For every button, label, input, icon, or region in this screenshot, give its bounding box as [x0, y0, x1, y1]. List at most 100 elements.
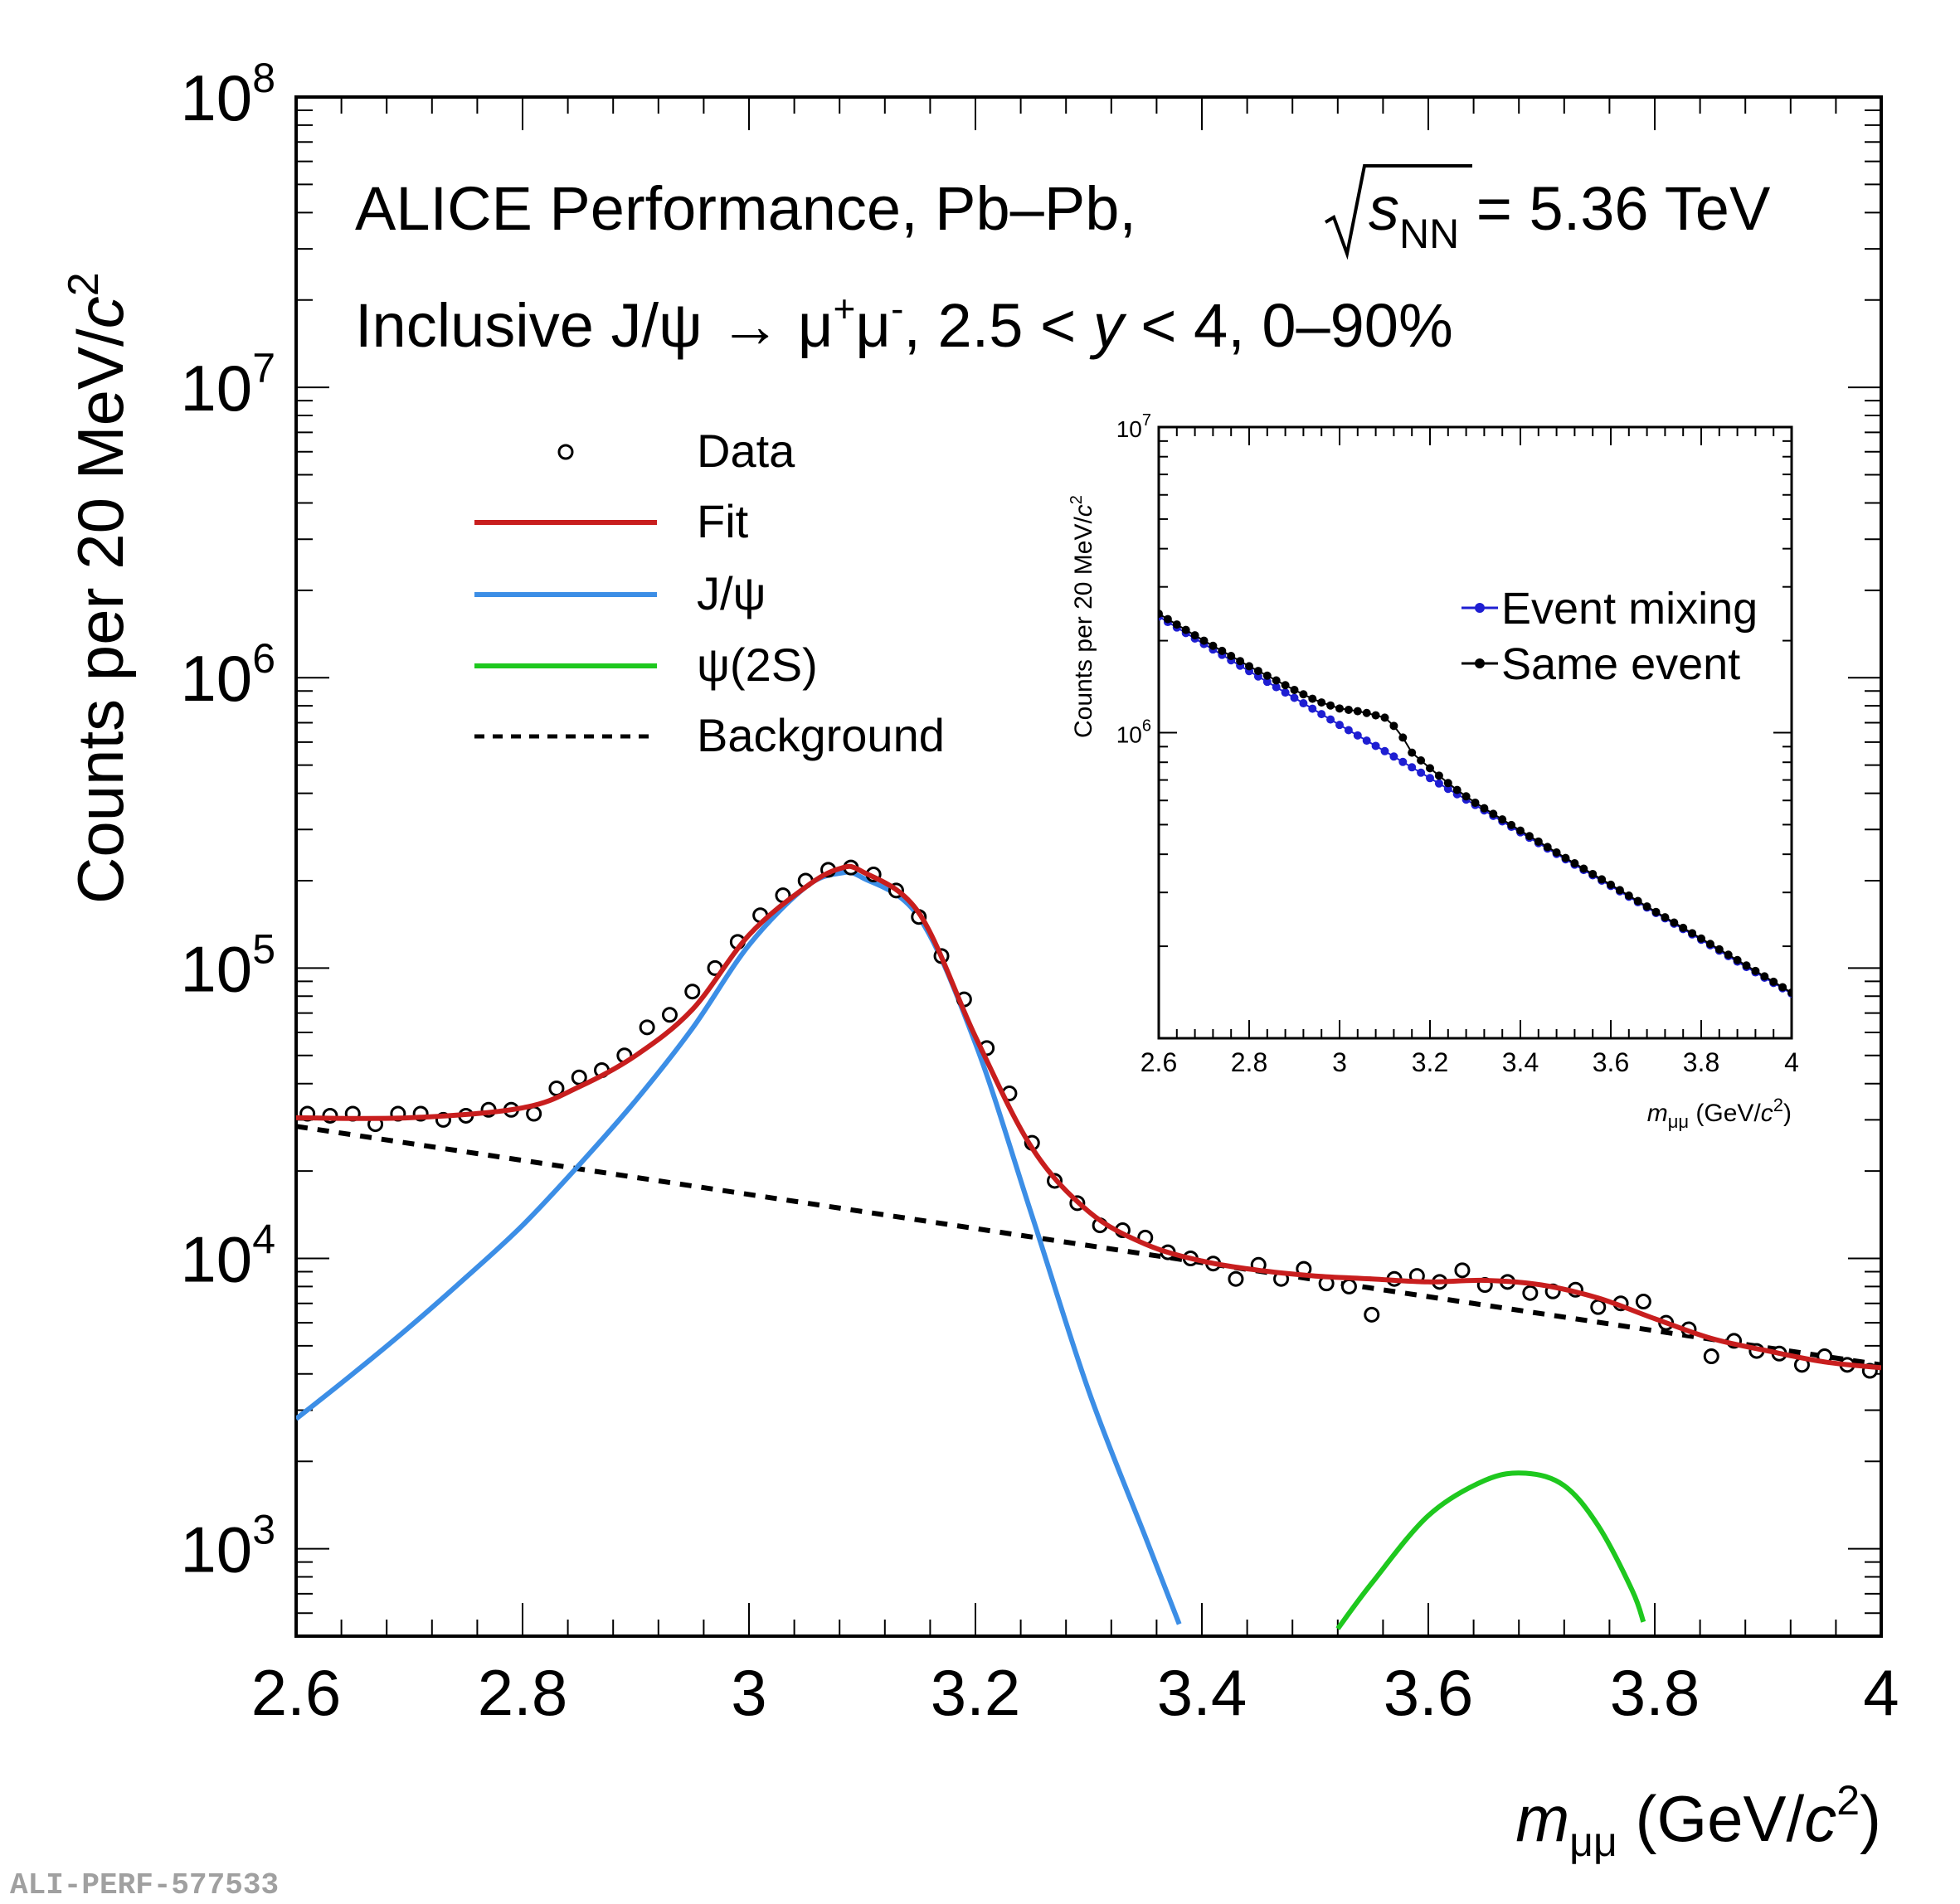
- inset-point: [1534, 837, 1543, 846]
- inset-point: [1516, 826, 1525, 835]
- inset-point: [1299, 690, 1308, 699]
- inset-point: [1525, 832, 1534, 841]
- inset-point: [1253, 667, 1262, 676]
- inset-point: [1434, 779, 1443, 788]
- inset-x-tick-label: 3.4: [1502, 1047, 1539, 1077]
- watermark: ALI-PERF-577533: [10, 1868, 279, 1902]
- inset-point: [1236, 657, 1245, 666]
- inset-axis-ticks: [1158, 427, 1792, 1039]
- inset-point: [1697, 934, 1705, 943]
- inset-legend: Event mixing Same event: [1461, 584, 1758, 689]
- inset-point: [1724, 950, 1733, 959]
- inset-point: [1290, 693, 1299, 702]
- inset-point: [1760, 972, 1769, 981]
- inset-point: [1570, 859, 1579, 868]
- main-y-tick-label: 104: [180, 1216, 275, 1295]
- main-y-tick-label: 106: [180, 635, 275, 715]
- main-axis-ticks: [295, 97, 1882, 1637]
- data-point: [661, 1007, 678, 1023]
- data-point: [1318, 1275, 1335, 1292]
- psi2s-line: [1335, 1470, 1646, 1630]
- inset-point: [1751, 966, 1760, 975]
- legend-psi2s-label: ψ(2S): [697, 639, 818, 691]
- inset-point: [1272, 682, 1281, 692]
- data-point: [1364, 1306, 1380, 1323]
- inset-point: [1344, 705, 1353, 714]
- inset-x-tick-label: 4: [1784, 1047, 1799, 1077]
- inset-point: [1679, 923, 1688, 932]
- legend-jpsi-label: J/ψ: [697, 567, 766, 619]
- inset-point: [1326, 701, 1335, 710]
- inset-point: [1353, 707, 1362, 716]
- inset-point: [1317, 698, 1326, 707]
- inset-point: [1434, 771, 1443, 780]
- inset-point: [1218, 646, 1227, 655]
- inset-point: [1615, 886, 1624, 895]
- inset-point: [1353, 731, 1362, 740]
- inset-y-tick-label: 107: [1116, 411, 1151, 442]
- main-x-tick-labels: 2.6 2.8 3 3.2 3.4 3.6 3.8 4: [251, 1656, 1899, 1729]
- inset-x-axis-label: mμμ (GeV/c2): [1647, 1095, 1792, 1132]
- inset-point: [1561, 853, 1570, 862]
- inset-point: [1380, 746, 1389, 755]
- inset-point: [1362, 736, 1371, 746]
- inset-point: [1181, 625, 1190, 634]
- inset-point: [1443, 784, 1452, 794]
- chart-subtitle: Inclusive J/ψ → μ+μ-, 2.5 < y < 4, 0–90%: [355, 287, 1453, 360]
- inset-point: [1317, 710, 1326, 719]
- main-y-tick-label: 105: [180, 925, 275, 1005]
- inset-point: [1163, 614, 1172, 624]
- inset-point: [1426, 774, 1434, 783]
- main-x-tick-label: 3.4: [1157, 1656, 1247, 1729]
- data-point: [1454, 1262, 1471, 1279]
- inset-point: [1281, 688, 1290, 697]
- inset-point: [1335, 721, 1344, 730]
- legend-background-label: Background: [697, 709, 945, 761]
- inset-plot-area: [1159, 610, 1792, 998]
- inset-legend-same-label: Same event: [1501, 639, 1740, 689]
- inset-point: [1489, 809, 1498, 818]
- inset-point: [1362, 708, 1371, 717]
- inset-x-tick-label: 3.6: [1593, 1047, 1629, 1077]
- inset-x-tick-label: 3.2: [1412, 1047, 1448, 1077]
- inset-y-tick-label: 106: [1116, 717, 1151, 748]
- inset-point: [1778, 983, 1787, 992]
- inset-point: [1498, 815, 1507, 824]
- inset-point: [1398, 733, 1408, 742]
- inset-point: [1159, 610, 1163, 619]
- inset-point: [1624, 891, 1633, 900]
- inset-point: [1172, 620, 1181, 629]
- main-y-tick-labels: 103 104 105 106 107 108: [180, 55, 275, 1586]
- fit-line: [296, 863, 1881, 1371]
- inset-legend-mixing-marker: [1475, 603, 1485, 613]
- inset-point: [1299, 699, 1308, 708]
- main-plot-frame: [294, 95, 1883, 1638]
- inset-point: [1651, 907, 1661, 916]
- inset-legend-same-marker: [1475, 658, 1485, 668]
- inset-x-tick-label: 2.6: [1140, 1047, 1177, 1077]
- inset-point: [1408, 748, 1417, 757]
- main-x-tick-label: 3.8: [1610, 1656, 1700, 1729]
- inset-point: [1443, 779, 1452, 788]
- inset-point: [1769, 977, 1778, 986]
- data-point: [1590, 1299, 1607, 1315]
- main-y-axis-label: Counts per 20 MeV/c2: [60, 272, 137, 904]
- sqrt-sign-icon: [1324, 164, 1472, 260]
- inset-point: [1507, 820, 1516, 829]
- legend-data-marker: [557, 444, 574, 460]
- inset-point: [1398, 757, 1408, 766]
- inset-point: [1598, 875, 1607, 884]
- inset-point: [1461, 792, 1471, 801]
- main-x-tick-label: 2.6: [251, 1656, 341, 1729]
- main-x-tick-label: 3.2: [931, 1656, 1020, 1729]
- inset-x-tick-labels: 2.6 2.8 3 3.2 3.4 3.6 3.8 4: [1140, 1047, 1799, 1077]
- inset-point: [1272, 676, 1281, 685]
- inset-point: [1633, 896, 1642, 906]
- background-line: [296, 1124, 1881, 1367]
- inset-point: [1688, 929, 1697, 938]
- main-legend: Data Fit J/ψ ψ(2S) Background: [474, 425, 945, 761]
- legend-fit-label: Fit: [697, 495, 749, 547]
- inset-point: [1705, 940, 1714, 949]
- inset-point: [1471, 798, 1480, 807]
